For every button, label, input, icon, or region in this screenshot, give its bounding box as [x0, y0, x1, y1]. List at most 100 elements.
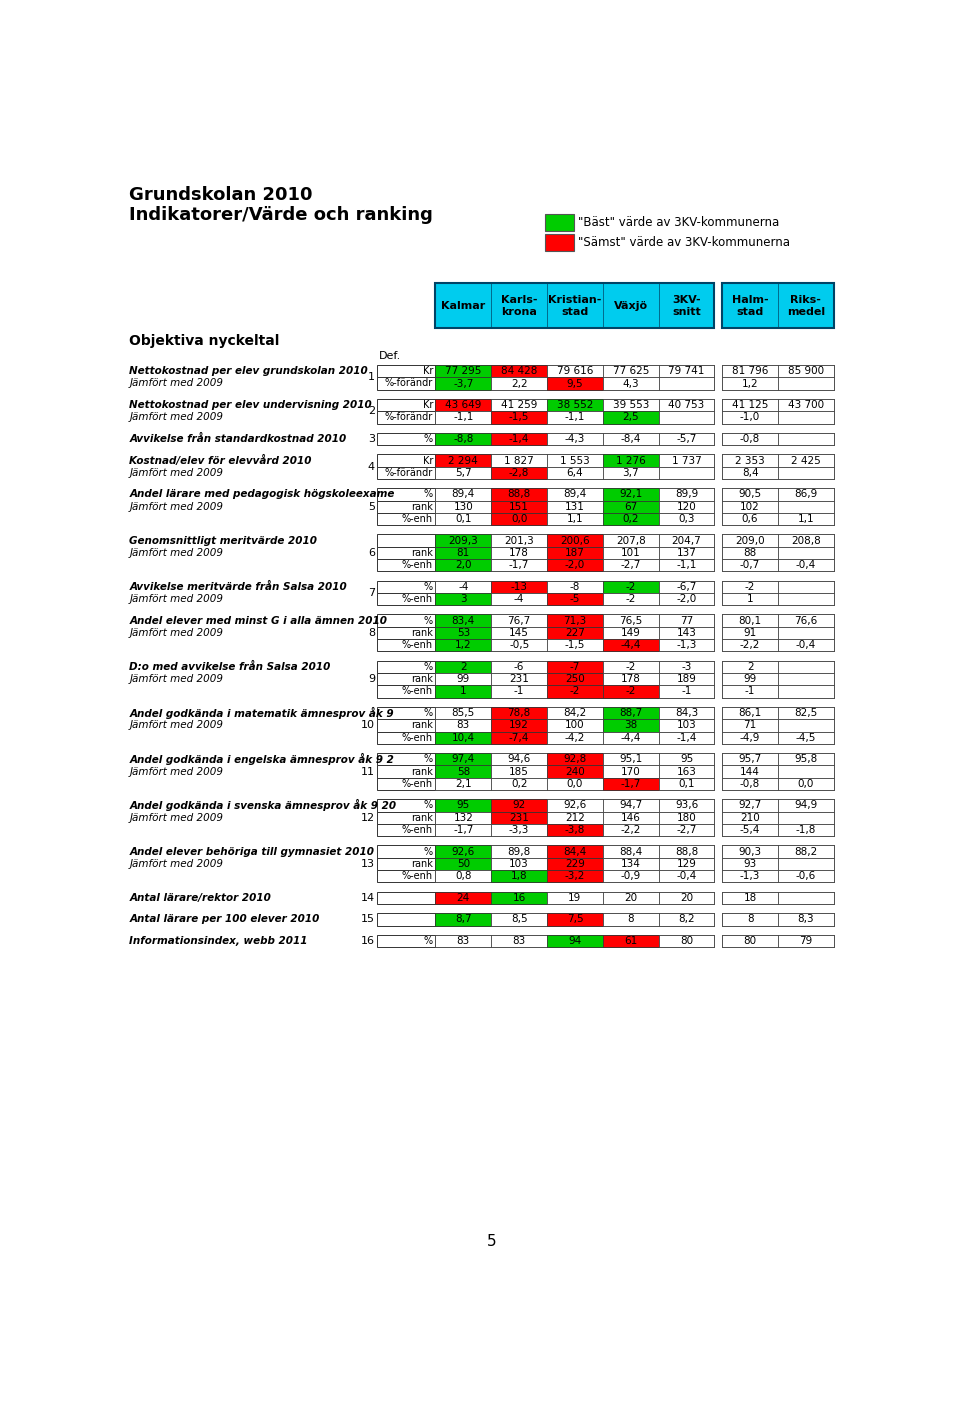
Text: %: %: [424, 754, 433, 764]
Text: 15: 15: [361, 915, 375, 925]
Text: -1,5: -1,5: [564, 640, 585, 651]
Text: 2: 2: [368, 407, 375, 417]
Bar: [603, 411, 659, 424]
Bar: [659, 707, 714, 719]
Bar: [722, 433, 834, 445]
Bar: [492, 455, 547, 466]
Text: -3: -3: [682, 662, 692, 672]
Bar: [778, 892, 834, 904]
Text: 212: 212: [565, 813, 585, 823]
Bar: [436, 892, 714, 904]
Text: -0,6: -0,6: [796, 871, 816, 881]
Text: 209,0: 209,0: [735, 535, 765, 545]
Text: 1,2: 1,2: [742, 378, 758, 388]
Bar: [603, 500, 659, 513]
Bar: [436, 546, 492, 559]
Text: 6,4: 6,4: [566, 467, 584, 477]
Bar: [547, 534, 603, 546]
Bar: [778, 661, 834, 674]
Text: -1,7: -1,7: [509, 561, 529, 570]
Bar: [436, 825, 714, 836]
Bar: [722, 870, 778, 882]
Bar: [722, 661, 834, 674]
Text: Andel godkända i matematik ämnesprov åk 9: Andel godkända i matematik ämnesprov åk …: [130, 707, 394, 719]
Bar: [436, 640, 714, 651]
Text: Kalmar: Kalmar: [442, 301, 486, 311]
Bar: [377, 377, 436, 390]
Bar: [377, 433, 436, 445]
Text: 4,3: 4,3: [622, 378, 639, 388]
Text: -1,4: -1,4: [677, 733, 697, 743]
Bar: [603, 674, 659, 685]
Bar: [377, 614, 436, 627]
Text: 6: 6: [368, 548, 375, 558]
Bar: [722, 640, 834, 651]
Bar: [603, 433, 659, 445]
Text: 95,7: 95,7: [738, 754, 761, 764]
Bar: [377, 627, 436, 640]
Text: 61: 61: [624, 936, 637, 946]
Text: %-enh: %-enh: [402, 561, 433, 570]
Bar: [492, 812, 547, 825]
Bar: [377, 870, 436, 882]
Text: 8,7: 8,7: [455, 915, 471, 925]
Bar: [603, 719, 659, 731]
Bar: [603, 892, 659, 904]
Text: Informationsindex, webb 2011: Informationsindex, webb 2011: [130, 936, 308, 946]
Text: 120: 120: [677, 501, 696, 511]
Text: 43 700: 43 700: [788, 400, 824, 409]
Text: 149: 149: [621, 628, 640, 638]
Bar: [492, 559, 547, 572]
Bar: [492, 500, 547, 513]
Text: Antal lärare/rektor 2010: Antal lärare/rektor 2010: [130, 892, 271, 902]
Text: 131: 131: [565, 501, 585, 511]
Bar: [778, 559, 834, 572]
Bar: [659, 858, 714, 870]
Bar: [492, 765, 547, 778]
Text: 79: 79: [800, 936, 812, 946]
Text: 13: 13: [361, 858, 375, 868]
Bar: [436, 778, 714, 791]
Text: -4,9: -4,9: [740, 733, 760, 743]
Bar: [377, 825, 436, 836]
Bar: [659, 674, 714, 685]
Bar: [722, 534, 778, 546]
Text: -2: -2: [626, 582, 636, 592]
Bar: [377, 799, 436, 812]
Bar: [722, 546, 834, 559]
Text: 145: 145: [509, 628, 529, 638]
Text: -0,9: -0,9: [620, 871, 641, 881]
Text: -0,8: -0,8: [740, 433, 760, 443]
Bar: [778, 489, 834, 500]
Bar: [722, 411, 834, 424]
Bar: [547, 466, 603, 479]
Text: -1,0: -1,0: [740, 412, 760, 422]
Text: -2: -2: [626, 594, 636, 604]
Text: 89,4: 89,4: [564, 490, 587, 500]
Bar: [436, 935, 714, 947]
Bar: [603, 559, 659, 572]
Bar: [722, 500, 834, 513]
Bar: [722, 593, 834, 606]
Text: 53: 53: [457, 628, 470, 638]
Bar: [377, 914, 436, 926]
Bar: [722, 513, 834, 525]
Bar: [547, 674, 603, 685]
Bar: [436, 500, 714, 513]
Text: %: %: [424, 490, 433, 500]
Bar: [603, 627, 659, 640]
Text: Jämfört med 2009: Jämfört med 2009: [130, 767, 224, 777]
Bar: [436, 799, 714, 812]
Text: 88,8: 88,8: [508, 490, 531, 500]
Bar: [436, 500, 492, 513]
Bar: [436, 674, 492, 685]
Bar: [722, 580, 778, 593]
Bar: [547, 892, 603, 904]
Bar: [659, 489, 714, 500]
Bar: [377, 812, 436, 825]
Bar: [722, 778, 834, 791]
Bar: [492, 534, 547, 546]
Text: 2 353: 2 353: [735, 456, 765, 466]
Bar: [722, 892, 778, 904]
Bar: [377, 765, 436, 778]
